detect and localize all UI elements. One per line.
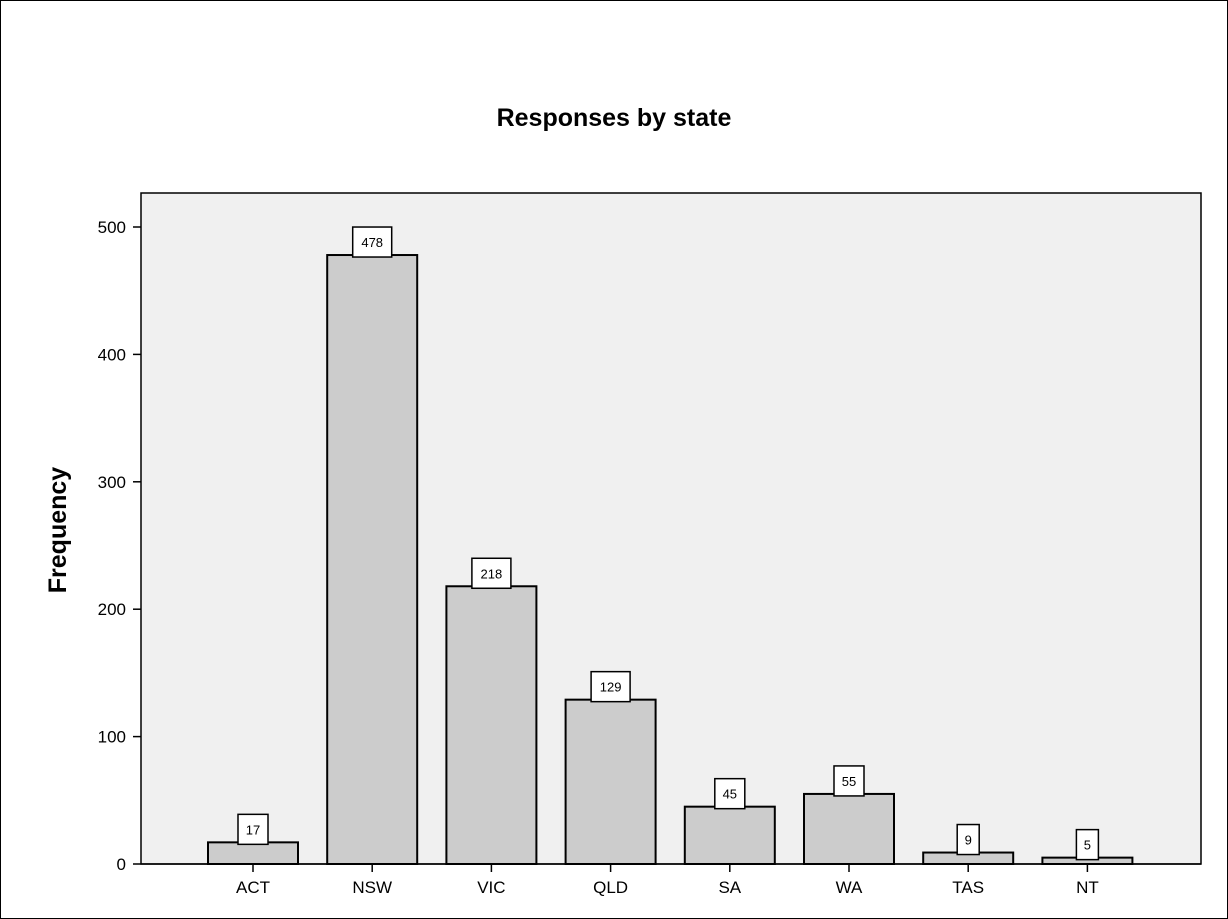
bar-act	[207, 841, 299, 865]
data-label-act: 17	[237, 813, 269, 846]
bar-nsw	[326, 254, 419, 865]
data-label-box	[956, 823, 980, 856]
bar-vic	[445, 585, 538, 865]
x-tick-label: TAS	[952, 878, 984, 897]
data-label-qld: 129	[590, 670, 631, 703]
data-label-text: 9	[965, 833, 972, 848]
x-tick-label: NSW	[352, 878, 392, 897]
data-label-box	[471, 557, 512, 590]
y-tick-label: 500	[98, 218, 126, 237]
data-label-box	[590, 670, 631, 703]
x-tick-label: WA	[836, 878, 863, 897]
data-label-wa: 55	[833, 765, 865, 797]
x-tick-label: VIC	[477, 878, 505, 897]
data-label-text: 5	[1084, 838, 1091, 853]
data-label-nsw: 478	[351, 226, 393, 258]
data-label-box	[1075, 828, 1100, 861]
x-tick-label: NT	[1076, 878, 1099, 897]
data-label-box	[351, 226, 393, 258]
data-label-box	[833, 765, 865, 797]
plot-area	[140, 192, 1202, 865]
data-label-text: 55	[842, 774, 856, 789]
data-labels: 17 478 218 129 45 55 9 5	[237, 226, 1100, 861]
data-label-tas: 9	[956, 823, 980, 856]
data-label-text: 218	[481, 566, 503, 581]
bar-wa	[803, 792, 895, 865]
data-label-text: 478	[361, 235, 383, 250]
y-tick-label: 300	[98, 473, 126, 492]
x-tick-label: QLD	[593, 878, 628, 897]
data-label-sa: 45	[714, 777, 746, 810]
x-tick-label: SA	[718, 878, 741, 897]
bar-series	[207, 254, 1134, 866]
bar-qld	[564, 698, 657, 865]
x-axis: ACT NSW VIC QLD SA WA TAS NT	[141, 863, 1201, 897]
y-tick-label: 200	[98, 600, 126, 619]
y-tick-label: 0	[117, 855, 126, 874]
y-axis: 0 100 200 300 400 500	[98, 218, 141, 874]
data-label-text: 17	[246, 822, 260, 837]
data-label-vic: 218	[471, 557, 512, 590]
data-label-nt: 5	[1075, 828, 1100, 861]
data-label-text: 129	[600, 680, 622, 695]
data-label-box	[714, 777, 746, 810]
data-label-box	[237, 813, 269, 846]
y-axis-label: Frequency	[44, 467, 72, 594]
data-label-text: 45	[723, 787, 737, 802]
y-tick-label: 100	[98, 728, 126, 747]
y-tick-label: 400	[98, 345, 126, 364]
x-tick-label: ACT	[236, 878, 270, 897]
chart-title: Responses by state	[497, 104, 732, 132]
bar-sa	[683, 805, 776, 865]
